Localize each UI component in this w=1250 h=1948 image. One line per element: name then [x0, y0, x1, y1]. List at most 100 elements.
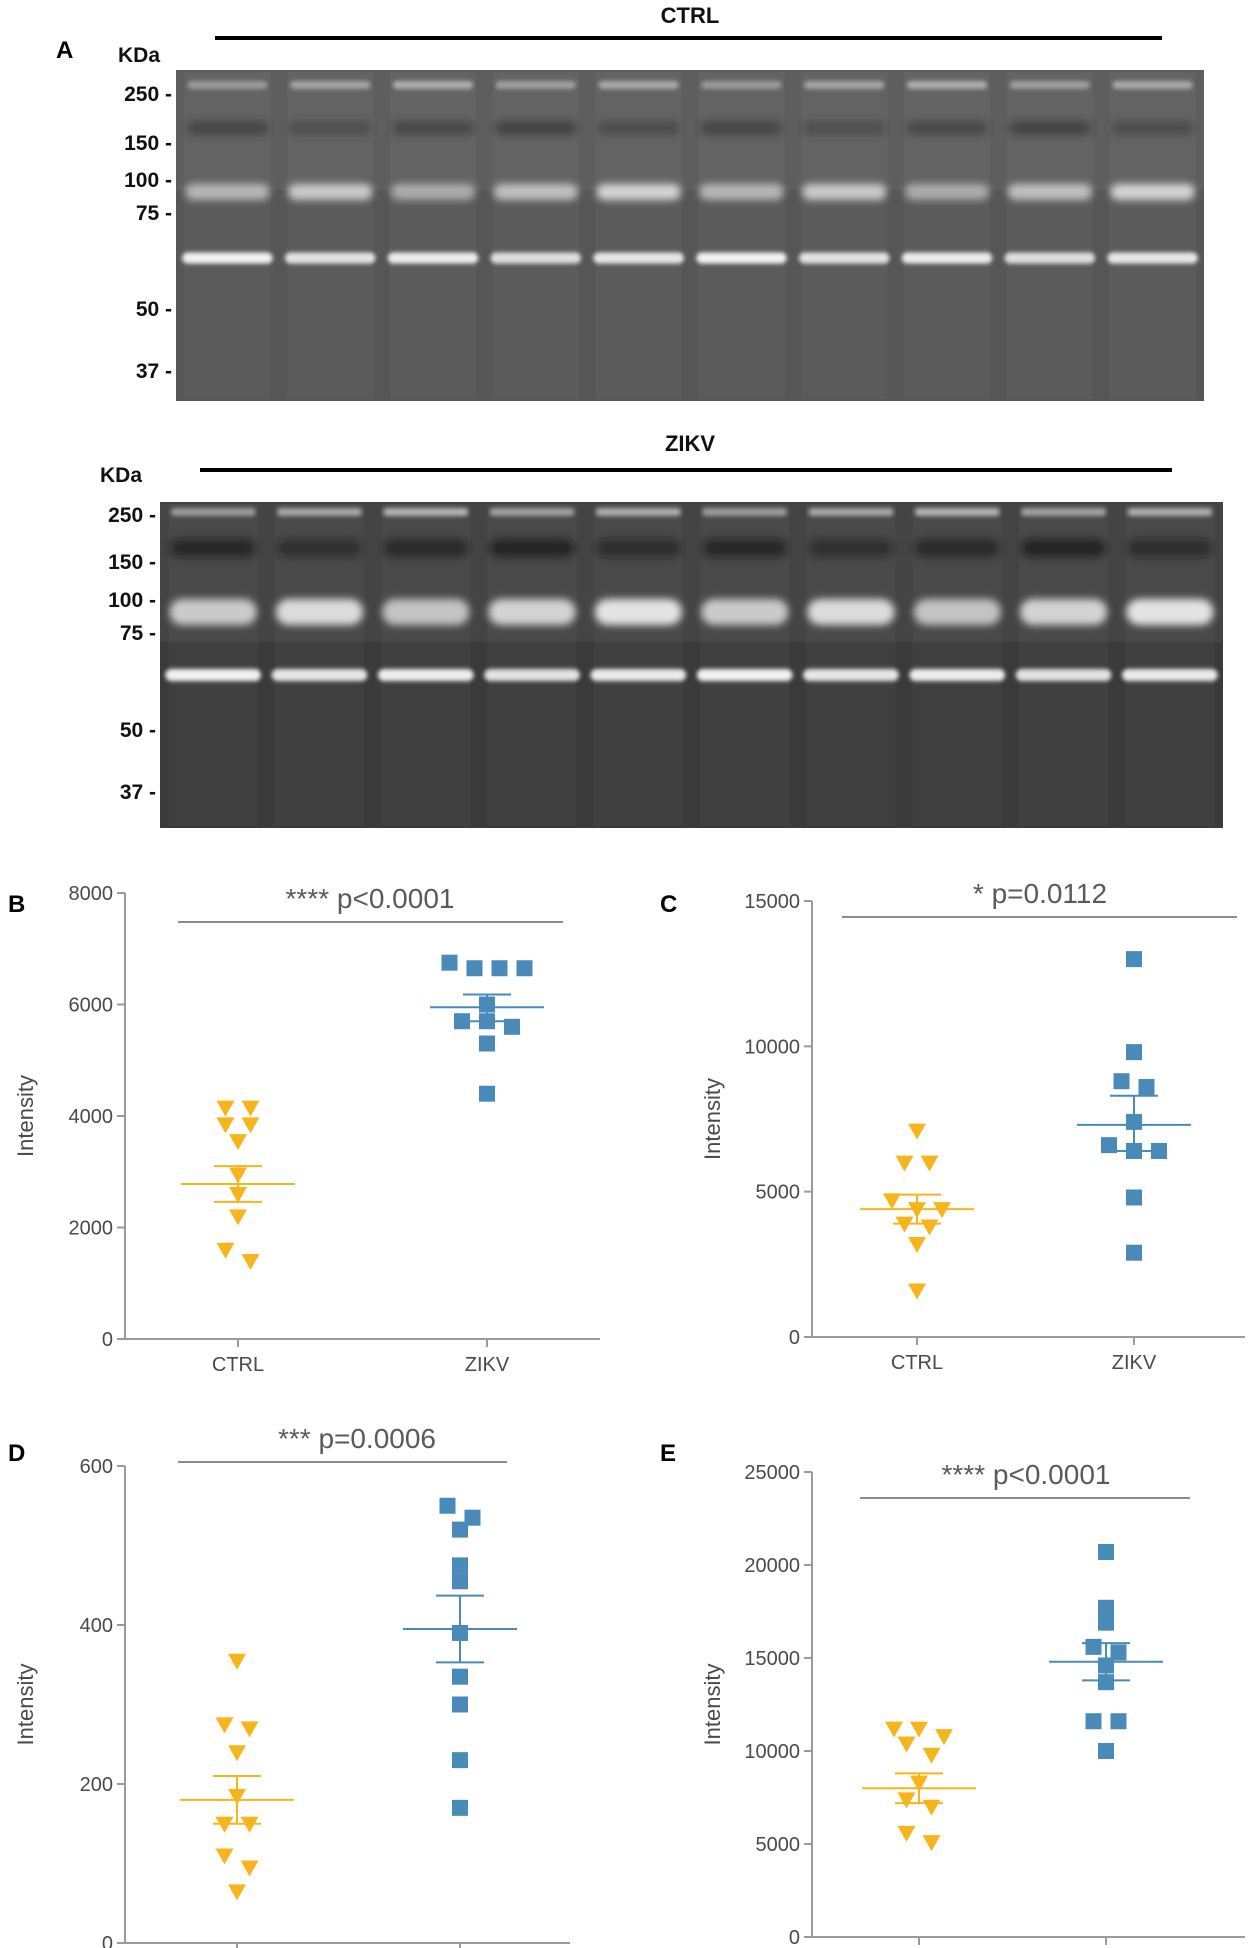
- marker-250: 250 -: [108, 504, 156, 527]
- marker-50: 50 -: [120, 719, 156, 742]
- protein-band: [808, 508, 894, 516]
- data-point: [908, 1236, 926, 1253]
- data-point: [240, 1860, 259, 1877]
- data-point: [228, 1745, 246, 1762]
- data-point: [1098, 1743, 1114, 1759]
- data-point: [215, 1717, 234, 1734]
- data-point: [229, 1134, 247, 1151]
- protein-band: [696, 669, 793, 681]
- data-point: [439, 1497, 456, 1514]
- protein-band: [1021, 508, 1107, 516]
- data-point: [516, 960, 533, 977]
- protein-band: [802, 184, 887, 200]
- x-tick-label-zikv: ZIKV: [1112, 1352, 1157, 1374]
- y-tick-label: 400: [80, 1615, 113, 1637]
- chart-panel-c: C 0 5000 10000 15000 CTRL ZIKV Intensity * p=0.0…: [660, 878, 1245, 1374]
- data-point: [452, 1573, 468, 1590]
- protein-band: [390, 184, 476, 200]
- blot-ctrl-lane-8: [901, 81, 993, 264]
- data-point: [897, 1825, 916, 1842]
- marker-100: 100 -: [108, 589, 156, 612]
- blot-zikv-markers: 250 - 150 - 100 - 75 - 50 - 37 -: [108, 504, 156, 804]
- data-point: [1110, 1713, 1127, 1730]
- protein-band: [595, 508, 681, 516]
- blot-ctrl-lane-7: [798, 81, 890, 264]
- y-axis-label: Intensity: [700, 1664, 725, 1746]
- blot-ctrl-label: CTRL: [661, 3, 720, 28]
- protein-band: [275, 599, 364, 625]
- series-ctrl: [180, 1653, 294, 1901]
- data-point: [1098, 1543, 1114, 1560]
- protein-band: [808, 539, 894, 557]
- protein-band: [1019, 599, 1108, 625]
- data-point: [228, 1653, 246, 1670]
- protein-band: [186, 121, 269, 135]
- protein-band: [377, 669, 474, 681]
- protein-band: [392, 81, 474, 89]
- blot-zikv-lane-3: [377, 508, 474, 681]
- data-point: [441, 954, 458, 971]
- series-zikv: [1077, 951, 1191, 1261]
- data-point: [216, 1100, 235, 1117]
- protein-band: [901, 252, 993, 264]
- data-point: [1085, 1638, 1102, 1655]
- protein-band: [182, 252, 273, 264]
- data-point: [452, 1557, 468, 1574]
- marker-50: 50 -: [136, 298, 172, 321]
- data-point: [452, 1752, 468, 1769]
- protein-band: [271, 669, 368, 681]
- marker-150: 150 -: [108, 551, 156, 574]
- data-point: [240, 1721, 259, 1738]
- protein-band: [596, 184, 681, 200]
- data-point: [491, 960, 508, 977]
- data-point: [241, 1100, 260, 1117]
- protein-band: [593, 252, 684, 264]
- protein-band: [284, 252, 376, 264]
- blot-zikv-lane-5: [590, 508, 687, 681]
- data-point: [885, 1721, 903, 1738]
- panel-letter-b: B: [8, 891, 25, 918]
- blot-ctrl-kda-label: KDa: [118, 44, 160, 67]
- significance-label: *** p=0.0006: [278, 1423, 436, 1454]
- marker-75: 75 -: [120, 622, 156, 645]
- protein-band: [914, 508, 1000, 516]
- protein-band: [489, 508, 575, 516]
- protein-band: [590, 669, 687, 681]
- protein-band: [798, 252, 890, 264]
- data-point: [1085, 1713, 1102, 1730]
- series-zikv: [1049, 1543, 1163, 1759]
- protein-band: [489, 539, 575, 557]
- y-tick-label: 8000: [69, 883, 114, 905]
- protein-band: [276, 508, 362, 516]
- protein-band: [594, 599, 682, 625]
- protein-band: [495, 81, 576, 89]
- data-point: [215, 1848, 234, 1865]
- data-point: [228, 1884, 246, 1901]
- significance-label: * p=0.0112: [973, 878, 1107, 909]
- blot-ctrl-markers: 250 - 150 - 100 - 75 - 50 - 37 -: [124, 83, 172, 383]
- blot-ctrl-lane-2: [284, 81, 376, 264]
- data-point: [883, 1193, 901, 1210]
- panel-letter-e: E: [660, 1440, 676, 1467]
- protein-band: [165, 669, 261, 681]
- y-tick-label: 10000: [744, 1036, 800, 1058]
- data-point: [1126, 1244, 1142, 1261]
- blot-ctrl: [176, 70, 1204, 401]
- data-point: [908, 1283, 926, 1300]
- marker-37: 37 -: [136, 360, 172, 383]
- series-ctrl: [181, 1100, 295, 1270]
- blot-ctrl-lane-4: [490, 81, 582, 264]
- protein-band: [803, 669, 899, 681]
- data-point: [216, 1117, 235, 1134]
- y-tick-label: 5000: [756, 1182, 801, 1204]
- data-point: [504, 1018, 520, 1035]
- data-point: [464, 1509, 481, 1526]
- protein-band: [700, 121, 783, 135]
- data-point: [1113, 1073, 1130, 1090]
- series-zikv: [430, 954, 544, 1102]
- data-point: [910, 1721, 928, 1738]
- blot-zikv-lane-8: [909, 508, 1006, 681]
- protein-band: [1127, 539, 1213, 557]
- data-point: [229, 1209, 247, 1226]
- data-point: [454, 1013, 470, 1030]
